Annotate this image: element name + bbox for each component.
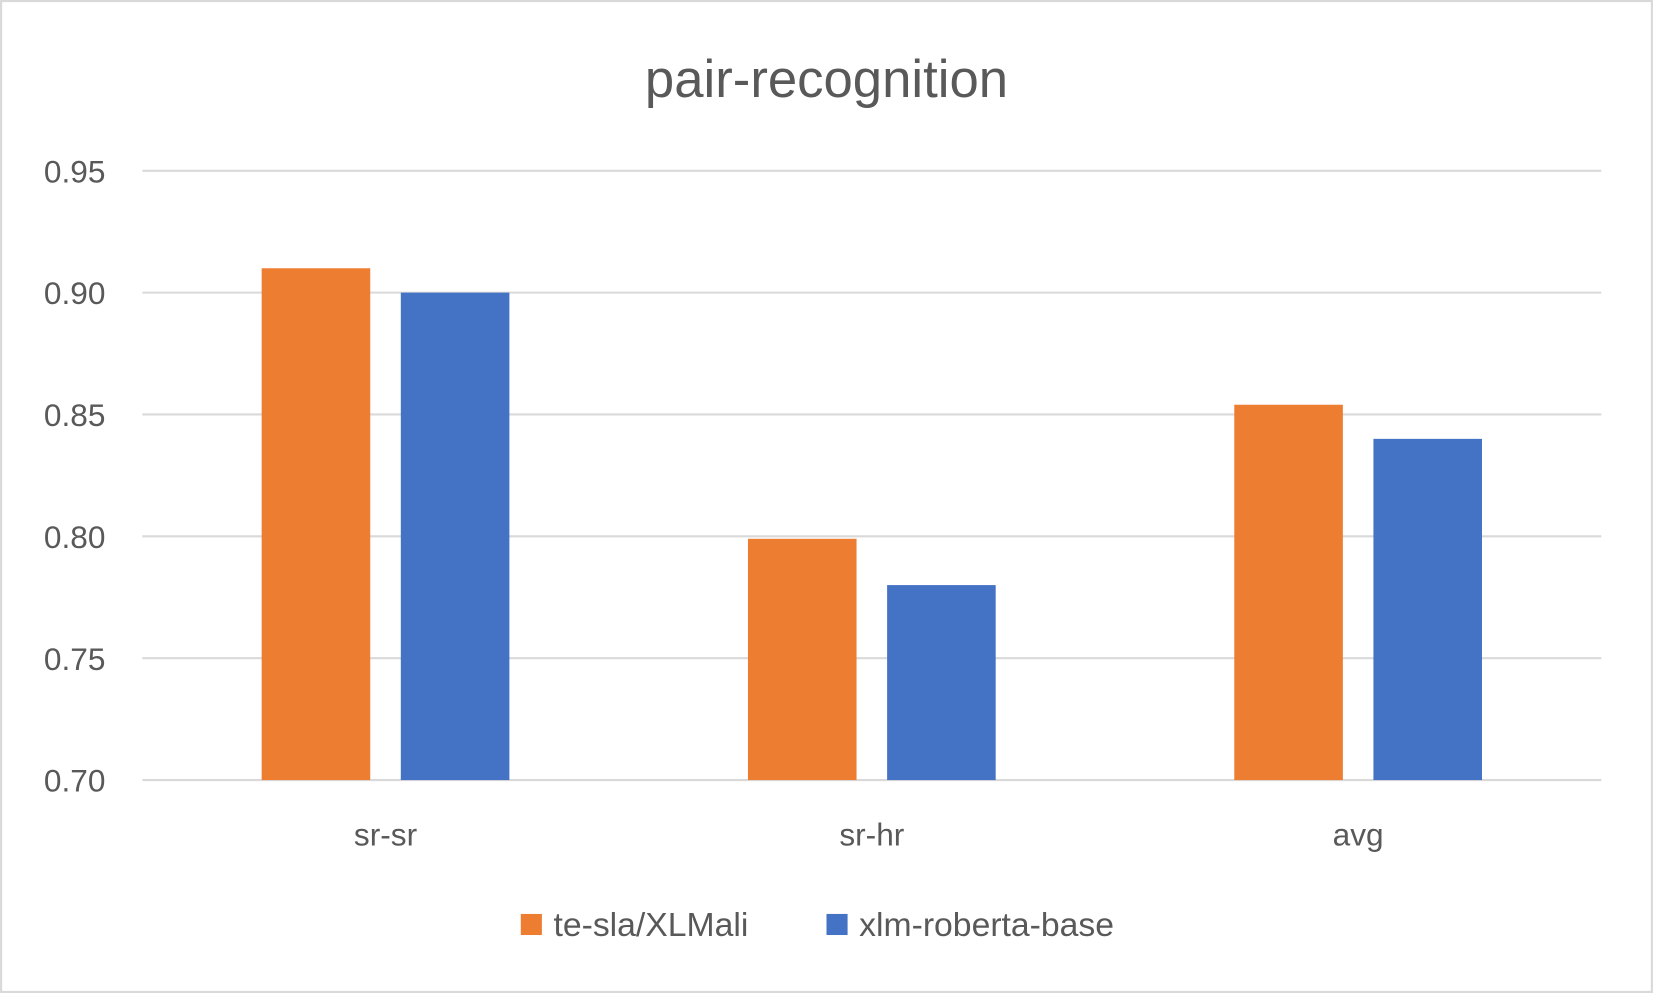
legend-label: te-sla/XLMali bbox=[553, 906, 748, 944]
x-tick-label: avg bbox=[1333, 816, 1384, 852]
y-tick-label: 0.95 bbox=[44, 153, 106, 189]
y-tick-label: 0.90 bbox=[44, 275, 106, 311]
y-tick-label: 0.85 bbox=[44, 397, 106, 433]
bar-sr-sr-1 bbox=[400, 292, 510, 781]
y-axis-ticks: 0.70 0.75 0.80 0.85 0.90 0.95 bbox=[44, 153, 106, 798]
legend: te-sla/XLMali xlm-roberta-base bbox=[520, 906, 1114, 944]
x-tick-label: sr-sr bbox=[354, 816, 417, 852]
y-tick-label: 0.80 bbox=[44, 519, 106, 555]
chart-title: pair-recognition bbox=[645, 50, 1008, 109]
gridlines bbox=[142, 169, 1602, 782]
legend-swatch bbox=[520, 913, 542, 936]
legend-swatch bbox=[826, 913, 848, 936]
x-tick-label: sr-hr bbox=[839, 816, 904, 852]
legend-label: xlm-roberta-base bbox=[859, 906, 1114, 944]
bars bbox=[261, 268, 1482, 781]
bar-avg-0 bbox=[1234, 404, 1343, 781]
x-axis-ticks: sr-sr sr-hr avg bbox=[354, 816, 1384, 852]
bar-avg-1 bbox=[1373, 438, 1482, 781]
bar-sr-hr-0 bbox=[747, 538, 857, 781]
y-tick-label: 0.70 bbox=[44, 763, 106, 799]
bar-sr-sr-0 bbox=[261, 268, 371, 781]
y-tick-label: 0.75 bbox=[44, 641, 106, 677]
bar-sr-hr-1 bbox=[887, 585, 996, 781]
